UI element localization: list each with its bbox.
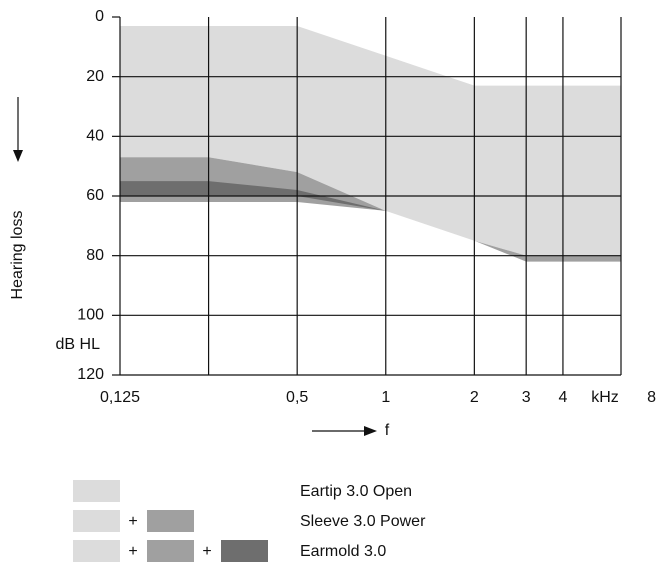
y-tick-label: 100 <box>77 307 104 324</box>
legend-swatch <box>73 540 120 562</box>
legend-label: Earmold 3.0 <box>300 543 386 560</box>
legend-swatch <box>221 540 268 562</box>
legend-swatch <box>73 480 120 502</box>
y-tick-label: 60 <box>86 187 104 204</box>
legend-label: Eartip 3.0 Open <box>300 483 412 500</box>
legend-joiner: + <box>202 543 211 560</box>
x-tick-label: 4 <box>558 389 567 406</box>
y-tick-label: 120 <box>77 366 104 383</box>
y-arrow-head <box>13 150 23 162</box>
legend-joiner: + <box>128 543 137 560</box>
legend-swatch <box>147 510 194 532</box>
x-tick-label: 1 <box>381 389 390 406</box>
range-area <box>120 157 621 262</box>
y-tick-label: 0 <box>95 8 104 25</box>
y-axis-label: Hearing loss <box>9 211 26 300</box>
x-tick-label: 2 <box>470 389 479 406</box>
y-tick-label: 80 <box>86 247 104 264</box>
x-tick-label: 0,5 <box>286 389 308 406</box>
x-arrow-head <box>364 426 377 436</box>
legend-joiner: + <box>128 513 137 530</box>
y-tick-label: 20 <box>86 68 104 85</box>
legend-swatch <box>147 540 194 562</box>
y-tick-label: 40 <box>86 128 104 145</box>
legend-label: Sleeve 3.0 Power <box>300 513 426 530</box>
range-area <box>120 25 621 256</box>
x-unit: kHz <box>591 389 619 406</box>
x-tick-label: 8 <box>647 389 656 406</box>
y-unit: dB HL <box>56 336 101 353</box>
x-axis-label: f <box>385 422 390 439</box>
x-tick-label: 3 <box>522 389 531 406</box>
legend-swatch <box>73 510 120 532</box>
x-tick-label: 0,125 <box>100 389 140 406</box>
